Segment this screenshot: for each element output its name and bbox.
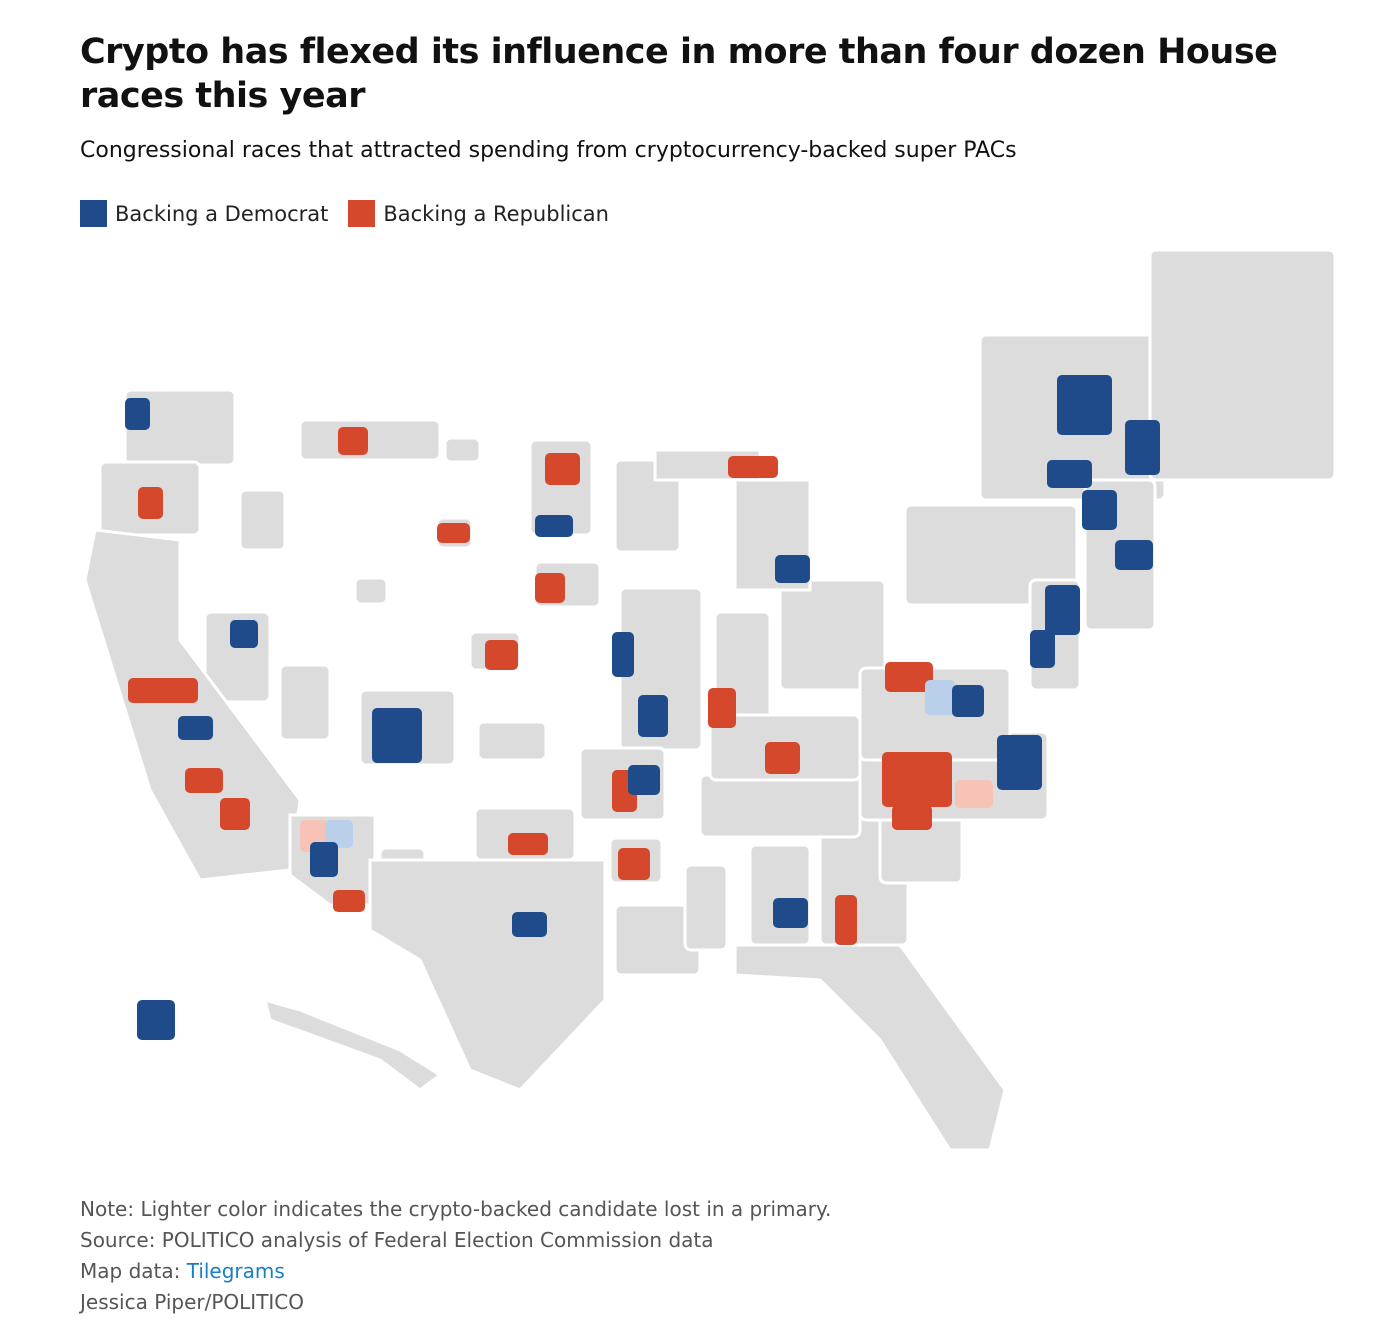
- district: [835, 895, 857, 945]
- legend-label: Backing a Democrat: [115, 201, 329, 226]
- district: [997, 735, 1042, 790]
- district: [638, 695, 668, 737]
- district: [765, 742, 800, 774]
- district: [882, 752, 952, 807]
- district: [325, 820, 353, 848]
- district: [125, 398, 150, 430]
- district: [728, 456, 778, 478]
- district: [230, 620, 258, 648]
- district: [628, 765, 660, 795]
- district: [128, 678, 198, 703]
- legend-swatch: [348, 200, 376, 227]
- district: [333, 890, 365, 912]
- district: [1045, 585, 1080, 635]
- state: [278, 663, 332, 742]
- district: [185, 768, 223, 793]
- state: [238, 488, 287, 552]
- district: [535, 515, 573, 537]
- state: [353, 576, 389, 606]
- map-data: Map data: Tilegrams: [80, 1256, 831, 1287]
- district: [773, 898, 808, 928]
- legend-item: Backing a Republican: [348, 200, 609, 227]
- district: [310, 842, 338, 877]
- state: [613, 458, 682, 554]
- state: [748, 843, 812, 947]
- district: [512, 912, 547, 937]
- district: [618, 848, 650, 880]
- tilegrams-link[interactable]: Tilegrams: [186, 1259, 285, 1283]
- district: [775, 555, 810, 583]
- district: [952, 685, 984, 717]
- district: [508, 833, 548, 855]
- notes: Note: Lighter color indicates the crypto…: [80, 1194, 831, 1318]
- source: Source: POLITICO analysis of Federal Ele…: [80, 1228, 714, 1252]
- district: [892, 805, 932, 830]
- state: [443, 436, 482, 464]
- district: [178, 716, 213, 740]
- district: [612, 632, 634, 677]
- district: [138, 487, 163, 519]
- district: [1047, 460, 1092, 488]
- map-data-prefix: Map data:: [80, 1259, 181, 1283]
- district: [220, 798, 250, 830]
- district: [955, 780, 993, 808]
- state: [476, 720, 548, 762]
- district: [925, 680, 955, 715]
- legend-item: Backing a Democrat: [80, 200, 328, 227]
- district: [437, 523, 470, 543]
- legend-swatch: [80, 200, 107, 227]
- district: [137, 1000, 175, 1040]
- district: [485, 640, 518, 670]
- state: [683, 863, 729, 952]
- state: [778, 578, 887, 692]
- state: [262, 997, 443, 1092]
- district: [338, 427, 368, 455]
- district: [545, 453, 580, 485]
- district: [885, 662, 933, 692]
- district: [1125, 420, 1160, 475]
- state: [83, 528, 302, 882]
- credit: Jessica Piper/POLITICO: [80, 1290, 305, 1314]
- district: [372, 708, 422, 763]
- legend-label: Backing a Republican: [383, 201, 609, 226]
- title: Crypto has flexed its influence in more …: [80, 32, 1278, 116]
- district: [708, 688, 736, 728]
- state: [698, 773, 862, 839]
- state: [298, 418, 442, 462]
- district: [1057, 375, 1112, 435]
- district: [1082, 490, 1117, 530]
- subtitle: Congressional races that attracted spend…: [80, 138, 1017, 163]
- district: [1115, 540, 1153, 570]
- state: [733, 943, 1007, 1152]
- district: [535, 573, 565, 603]
- note: Note: Lighter color indicates the crypto…: [80, 1197, 832, 1221]
- state: [1148, 248, 1337, 482]
- legend: Backing a Democrat Backing a Republican: [80, 200, 609, 227]
- district: [1030, 630, 1055, 668]
